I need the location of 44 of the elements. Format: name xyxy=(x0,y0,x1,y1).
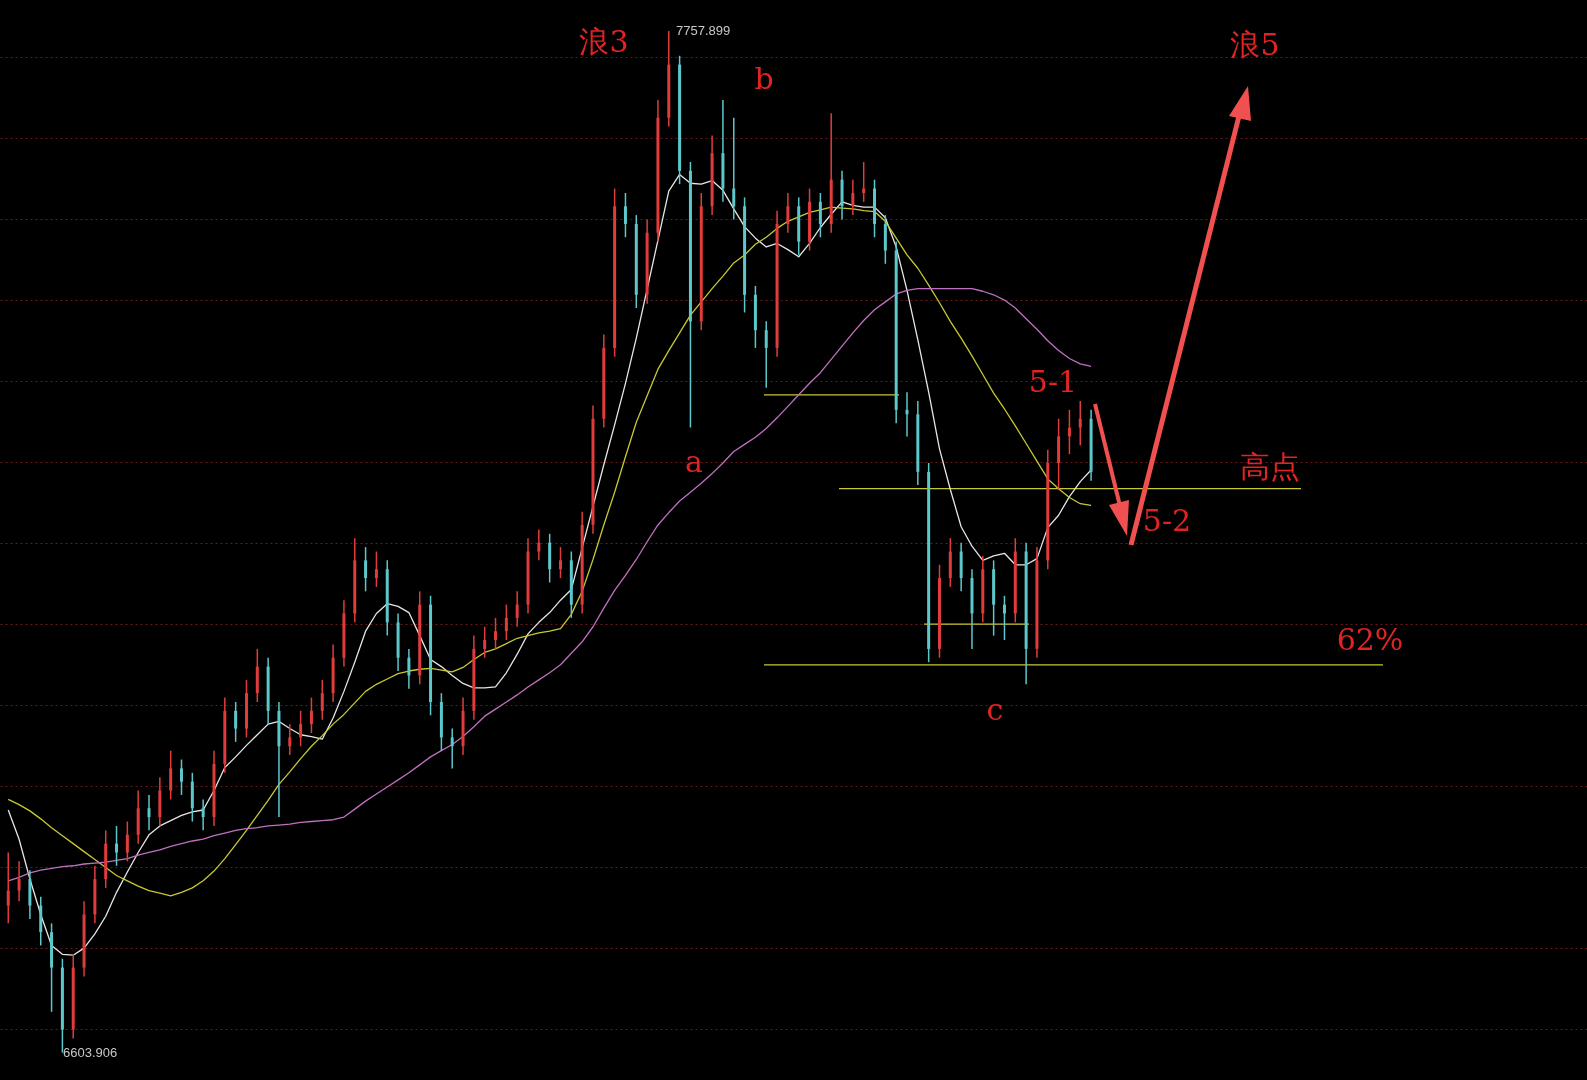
candlestick xyxy=(623,192,627,238)
annotation: b xyxy=(754,61,774,96)
candlestick xyxy=(17,860,21,902)
candlestick xyxy=(320,679,324,721)
candlestick xyxy=(515,590,519,628)
candlestick xyxy=(937,564,941,659)
candlestick xyxy=(818,192,822,238)
candlestick xyxy=(786,192,790,234)
annotation: c xyxy=(986,692,1004,727)
text: 62% xyxy=(1336,622,1404,657)
candlestick xyxy=(905,391,909,438)
candlestick xyxy=(537,528,541,562)
candlestick xyxy=(873,178,877,238)
annotation: 7757.899 xyxy=(676,23,731,38)
candlestick xyxy=(299,710,303,748)
candlestick xyxy=(125,820,129,863)
candlestick xyxy=(234,701,238,743)
annotation: 5-1 xyxy=(1028,364,1078,399)
text: 高点 xyxy=(1240,449,1300,484)
annotation: 6603.906 xyxy=(63,1045,118,1060)
candlestick xyxy=(288,723,292,756)
candlestick xyxy=(201,798,205,832)
candlestick xyxy=(364,546,368,593)
annotation: a xyxy=(685,444,704,479)
candlestick xyxy=(504,603,508,641)
candlestick xyxy=(450,727,454,770)
candlestick xyxy=(764,320,768,389)
candlestick xyxy=(559,546,562,579)
candlestick xyxy=(6,851,10,925)
candlestick xyxy=(494,617,498,650)
candlestick xyxy=(180,758,183,796)
candlestick xyxy=(147,794,151,832)
candlestick xyxy=(851,178,855,216)
candlestick xyxy=(483,626,487,659)
candlestick xyxy=(1078,400,1082,447)
annotation: 浪3 xyxy=(579,24,629,59)
candlestick xyxy=(732,116,736,221)
text: 浪5 xyxy=(1230,27,1280,62)
candlestick xyxy=(862,161,866,203)
candlestick xyxy=(169,749,173,801)
candlestick xyxy=(309,696,313,734)
candlestick xyxy=(407,648,411,690)
text: 5-2 xyxy=(1142,503,1192,538)
candlestick xyxy=(374,550,378,588)
